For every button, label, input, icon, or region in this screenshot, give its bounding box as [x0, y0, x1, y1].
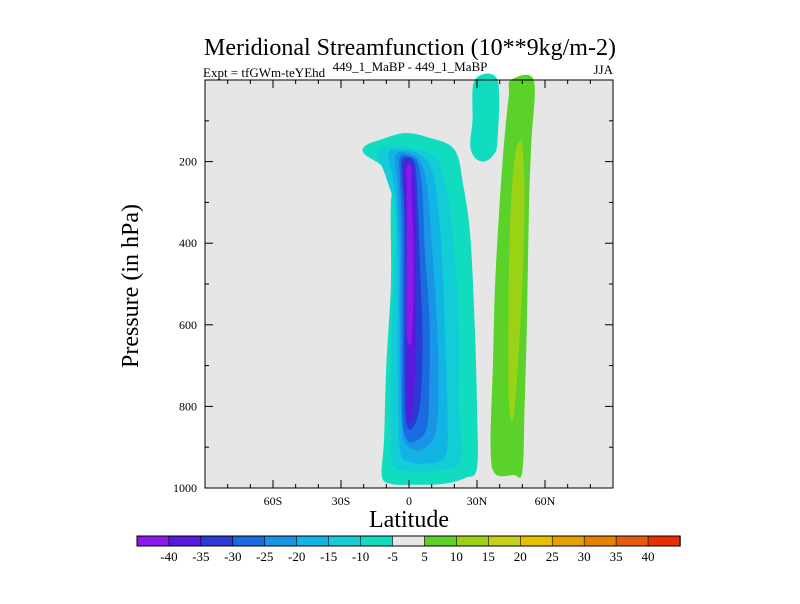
colorbar-swatch [615, 535, 649, 547]
colorbar-label: 30 [578, 549, 591, 564]
colorbar-swatch [519, 535, 553, 547]
x-tick-label: 60N [535, 494, 556, 508]
x-tick-label: 30S [332, 494, 351, 508]
colorbar-swatch [136, 535, 170, 547]
colorbar-swatch [551, 535, 585, 547]
y-tick-label: 200 [179, 155, 197, 169]
chart-title: Meridional Streamfunction (10**9kg/m-2) [204, 35, 616, 61]
y-tick-label: 600 [179, 318, 197, 332]
colorbar-frame [136, 535, 681, 547]
colorbar-label: -25 [256, 549, 273, 564]
region-northern-upper-cyan [470, 73, 500, 162]
difference-label: 449_1_MaBP - 449_1_MaBP [333, 59, 488, 74]
colorbar-label: -20 [288, 549, 305, 564]
region-southern-cell-peak [406, 164, 414, 346]
colorbar-label: -5 [387, 549, 398, 564]
colorbar-swatch [296, 535, 330, 547]
colorbar-label: -35 [192, 549, 209, 564]
colorbar-label: 10 [450, 549, 463, 564]
colorbar-swatch [488, 535, 521, 547]
colorbar-swatch [583, 535, 617, 547]
region-northern-cell-core [508, 139, 525, 421]
colorbar-label: 5 [421, 549, 428, 564]
colorbar-swatch [328, 535, 362, 547]
x-tick-label: 30N [467, 494, 488, 508]
x-axis-label: Latitude [369, 507, 449, 533]
colorbar-label: -10 [352, 549, 369, 564]
colorbar-label: 15 [482, 549, 495, 564]
colorbar-swatch [456, 535, 490, 547]
colorbar-label: 20 [514, 549, 527, 564]
colorbar-swatch [647, 535, 681, 547]
contour-regions [362, 73, 535, 485]
colorbar-swatch [392, 535, 426, 547]
colorbar-swatch [424, 535, 458, 547]
colorbar-swatch [360, 535, 394, 547]
colorbar-label: -15 [320, 549, 337, 564]
y-axis-label: Pressure (in hPa) [118, 204, 144, 368]
colorbar-label: -40 [160, 549, 177, 564]
colorbar-label: 40 [642, 549, 655, 564]
season-label: JJA [593, 62, 613, 77]
colorbar-label: 35 [610, 549, 623, 564]
colorbar: -40 -35 -30 -25 -20 -15 -10 -5 5 10 15 20 25 30 35 40 [136, 535, 681, 564]
x-tick-label: 60S [264, 494, 283, 508]
experiment-label: Expt = tfGWm-teYEhd [203, 65, 326, 80]
y-tick-label: 400 [179, 236, 197, 250]
colorbar-swatch [168, 535, 202, 547]
colorbar-swatch [232, 535, 266, 547]
colorbar-swatch [200, 535, 234, 547]
y-tick-label: 800 [179, 399, 197, 413]
x-tick-label: 0 [406, 494, 412, 508]
axis-ticks: 60S 30S 0 30N 60N 200 400 600 800 1000 [173, 80, 613, 508]
colorbar-swatch [264, 535, 298, 547]
y-tick-label: 1000 [173, 481, 197, 495]
colorbar-label: 25 [546, 549, 559, 564]
colorbar-label: -30 [224, 549, 241, 564]
